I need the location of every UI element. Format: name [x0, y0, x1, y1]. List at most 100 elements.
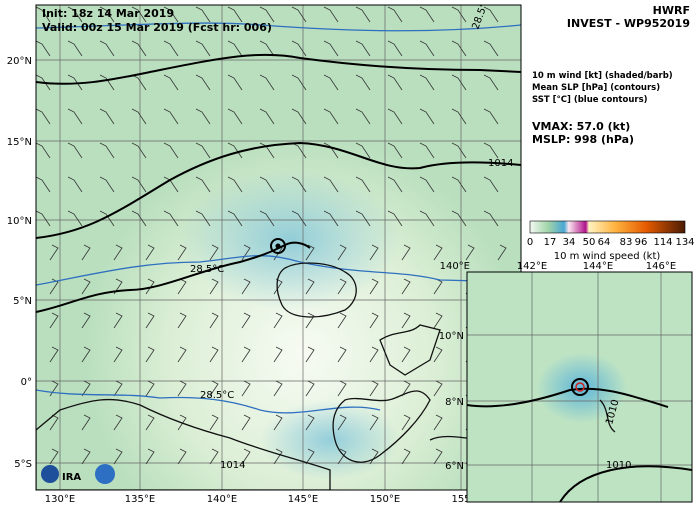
sst-contour — [36, 255, 521, 286]
wind-barb — [209, 244, 219, 261]
wind-barb — [195, 176, 211, 193]
wind-barb — [387, 40, 403, 57]
legend-line: 10 m wind [kt] (shaded/barb) — [532, 71, 673, 81]
inset-grid — [467, 272, 692, 502]
wind-barb — [337, 346, 347, 363]
storm-id: INVEST - WP952019 — [567, 17, 690, 30]
wind-barb — [209, 448, 219, 465]
wind-barb — [227, 40, 243, 57]
island-outline — [276, 262, 357, 318]
wind-barb — [145, 448, 155, 465]
wind-barb — [305, 414, 315, 431]
colorbar-tick-label: 96 — [635, 237, 648, 248]
lon-label: 144°E — [583, 261, 613, 272]
legend-line: SST [°C] (blue contours) — [532, 95, 648, 105]
wind-barb — [81, 312, 91, 329]
wind-barb — [401, 244, 411, 261]
slp-contour — [559, 465, 692, 502]
lat-label: 5°N — [13, 296, 32, 307]
wind-barb — [36, 108, 51, 125]
wind-barb — [355, 142, 371, 159]
wind-barb — [163, 6, 179, 23]
lon-label: 146°E — [646, 261, 676, 272]
wind-barb — [227, 176, 243, 193]
wind-barb — [451, 210, 467, 227]
wind-barb — [273, 312, 283, 329]
wind-barb — [113, 448, 123, 465]
wind-barb — [81, 414, 91, 431]
wind-barb — [67, 40, 83, 57]
init-time: Init: 18z 14 Mar 2019 — [42, 7, 174, 20]
wind-barb — [483, 210, 499, 227]
wind-barb — [99, 74, 115, 91]
wind-barb — [483, 40, 499, 57]
wind-barb — [419, 210, 435, 227]
axis-labels: 20°N 15°N 10°N 5°N 0° 5°S 130°E 135°E 140°E 145°E… — [7, 56, 471, 505]
wind-barb — [145, 244, 155, 261]
wind-barb — [131, 6, 147, 23]
wind-barb — [36, 74, 51, 91]
wind-barb — [177, 278, 187, 295]
lat-label: 5°S — [14, 459, 32, 470]
wind-barb — [401, 312, 411, 329]
wind-barb — [36, 176, 51, 193]
wind-barb — [177, 346, 187, 363]
island-outline — [379, 324, 441, 376]
wind-barb — [451, 6, 467, 23]
storm-center-contour — [571, 378, 589, 396]
lat-label: 6°N — [445, 461, 464, 472]
wind-barb — [67, 210, 83, 227]
contour-label: 1010 — [606, 460, 631, 471]
lat-label: 15°N — [7, 137, 32, 148]
wind-barb — [145, 346, 155, 363]
lon-label: 140°E — [207, 494, 237, 505]
lon-label: 145°E — [288, 494, 318, 505]
lat-label: 20°N — [7, 56, 32, 67]
wind-barb — [145, 278, 155, 295]
storm-center-contour — [270, 238, 286, 254]
wind-barb — [387, 74, 403, 91]
wind-barb — [433, 448, 443, 465]
inset-axis-labels: 140°E 142°E 144°E 146°E 10°N 8°N 6°N — [439, 261, 676, 472]
wind-barb — [227, 6, 243, 23]
lat-label: 10°N — [7, 216, 32, 227]
mslp: MSLP: 998 (hPa) — [532, 133, 634, 146]
wind-barb — [273, 346, 283, 363]
wind-barb — [49, 448, 59, 465]
wind-barb — [259, 108, 275, 125]
wind-barb — [387, 210, 403, 227]
wind-barb — [355, 210, 371, 227]
wind-barb — [433, 312, 443, 329]
wind-barb — [337, 448, 347, 465]
lat-label: 8°N — [445, 397, 464, 408]
wind-barb — [305, 346, 315, 363]
wind-barb — [323, 6, 339, 23]
wind-barb — [67, 176, 83, 193]
wind-barb — [451, 108, 467, 125]
wind-barb — [323, 108, 339, 125]
slp-contour — [36, 141, 521, 239]
wind-barb — [483, 6, 499, 23]
wind-barb — [241, 346, 251, 363]
wind-barb — [355, 40, 371, 57]
wind-barb — [99, 142, 115, 159]
wind-barb — [387, 6, 403, 23]
colorbar-tick-label: 34 — [563, 237, 576, 248]
wind-barb — [49, 244, 59, 261]
wind-barb — [131, 40, 147, 57]
wind-barb — [241, 278, 251, 295]
wind-barb — [99, 108, 115, 125]
wind-barb — [355, 74, 371, 91]
wind-barb — [36, 40, 51, 57]
grid — [36, 5, 521, 490]
wind-barb — [323, 210, 339, 227]
valid-time: Valid: 00z 15 Mar 2019 (Fcst hr: 006) — [42, 21, 272, 34]
wind-barb — [419, 74, 435, 91]
wind-barb — [99, 176, 115, 193]
wind-barb — [401, 414, 411, 431]
wind-barb — [259, 40, 275, 57]
wind-barb — [145, 380, 155, 397]
wind-shading — [180, 170, 400, 310]
inset-frame — [466, 271, 693, 503]
island-outline — [36, 398, 331, 490]
